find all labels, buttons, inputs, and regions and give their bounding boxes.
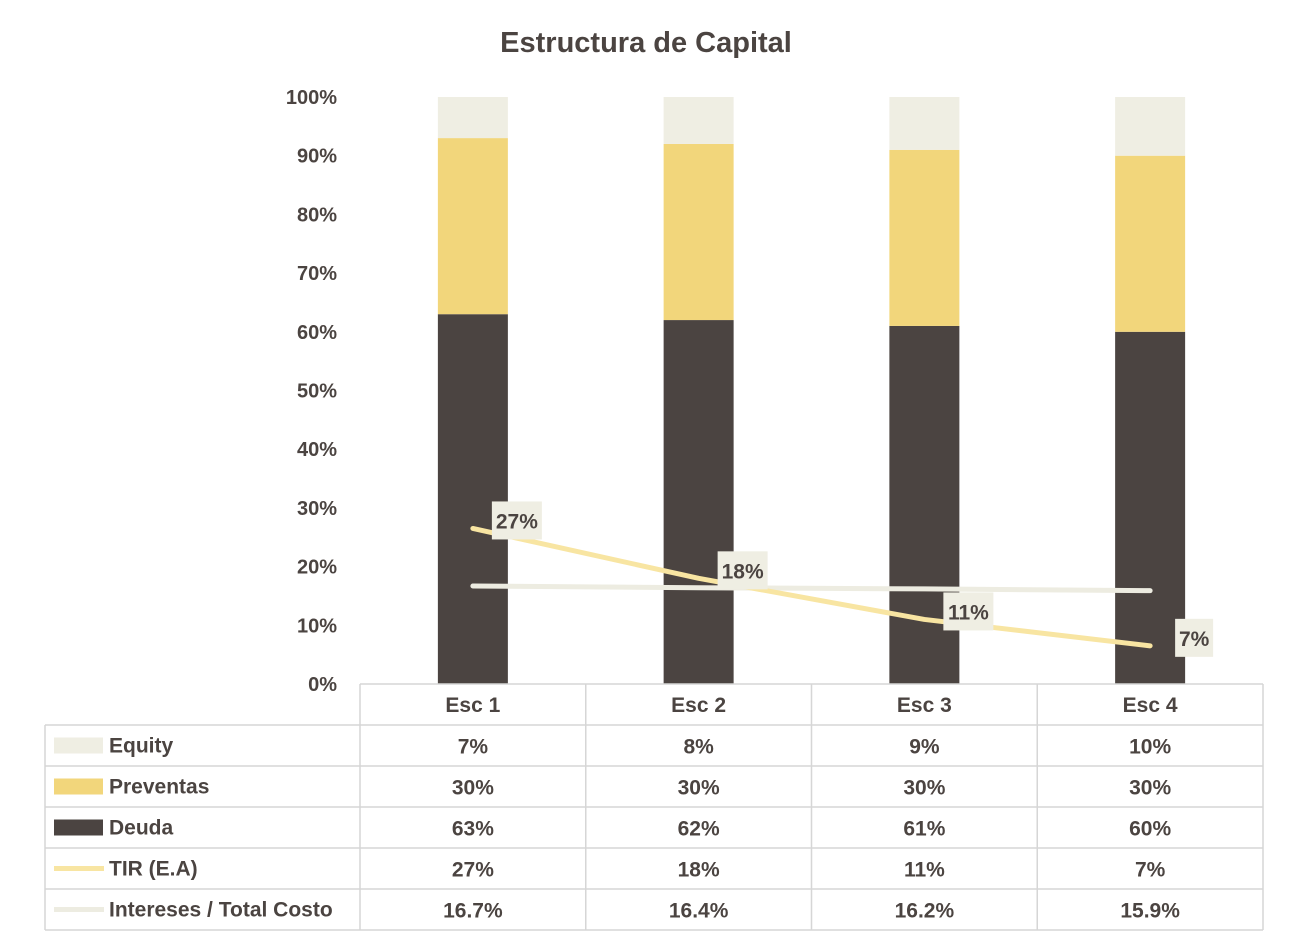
x-tick-label: Esc 4 (1123, 694, 1178, 717)
bar-equity (1115, 97, 1186, 156)
table-cell: 30% (1129, 777, 1171, 800)
line-data-label: 27% (491, 501, 542, 540)
table-cell: 16.4% (669, 900, 729, 923)
table-cell: 11% (904, 859, 945, 882)
legend-swatch-preventas (54, 778, 103, 795)
legend-label-intereses-total-costo: Intereses / Total Costo (109, 899, 333, 922)
table-cell: 61% (903, 818, 945, 841)
legend-label-tir-e-a-: TIR (E.A) (109, 858, 198, 881)
data-label-box (491, 501, 542, 540)
y-tick-label: 10% (297, 615, 337, 637)
legend-label-deuda: Deuda (109, 817, 174, 840)
y-tick-label: 70% (297, 263, 337, 285)
y-tick-label: 30% (297, 498, 337, 520)
bar-preventas (663, 143, 734, 321)
y-tick-label: 90% (297, 146, 337, 168)
legend-label-preventas: Preventas (109, 776, 209, 799)
data-label-box (717, 551, 768, 590)
bar-deuda (1115, 331, 1186, 684)
data-label-box (1175, 618, 1214, 657)
line-series: 27% 18% 11% 7% (470, 501, 1214, 657)
y-tick-label: 40% (297, 439, 337, 461)
table-cell: 27% (452, 859, 494, 882)
line-data-label: 11% (943, 592, 994, 631)
table-cell: 30% (452, 777, 494, 800)
table-cell: 8% (683, 736, 714, 759)
y-tick-label: 20% (297, 557, 337, 579)
bar-equity (663, 97, 734, 144)
legend-label-equity: Equity (109, 735, 173, 758)
bar-deuda (663, 320, 734, 684)
y-tick-label: 100% (286, 87, 337, 109)
bar-equity (437, 97, 508, 139)
table-cell: 30% (678, 777, 720, 800)
bar-preventas (437, 138, 508, 315)
line-data-label: 18% (717, 551, 768, 590)
bar-preventas (1115, 155, 1186, 332)
table-cell: 62% (678, 818, 720, 841)
table-cell: 18% (678, 859, 720, 882)
chart-title: Estructura de Capital (500, 27, 792, 59)
y-tick-label: 50% (297, 381, 337, 403)
legend-swatch-equity (54, 737, 103, 754)
table-cell: 16.2% (895, 900, 955, 923)
y-axis: 0% 10% 20% 30% 40% 50% 60% 70% 80% 90% 100% (286, 87, 337, 696)
data-label-text: 11% (948, 601, 989, 624)
table-cell: 63% (452, 818, 494, 841)
data-label-box (943, 592, 994, 631)
bar-preventas (889, 149, 960, 326)
table-cell: 9% (909, 736, 940, 759)
line-data-label: 7% (1175, 618, 1214, 657)
x-tick-label: Esc 3 (897, 694, 952, 717)
data-label-text: 7% (1179, 628, 1210, 651)
x-tick-label: Esc 1 (445, 694, 500, 717)
table-cell: 10% (1129, 736, 1171, 759)
bar-equity (889, 97, 960, 150)
line-tir-e-a- (470, 525, 1153, 649)
y-tick-label: 0% (308, 674, 337, 696)
table-cell: 7% (1135, 859, 1166, 882)
bars (437, 97, 1186, 684)
table-cell: 15.9% (1120, 900, 1180, 923)
y-tick-label: 80% (297, 204, 337, 226)
line-intereses-total-costo (470, 583, 1153, 594)
legend-swatch-deuda (54, 819, 103, 836)
y-tick-label: 60% (297, 322, 337, 344)
data-label-text: 18% (722, 560, 764, 583)
x-tick-label: Esc 2 (671, 694, 726, 717)
data-label-text: 27% (496, 510, 538, 533)
bar-deuda (437, 314, 508, 684)
table-cell: 60% (1129, 818, 1171, 841)
table-cell: 30% (903, 777, 945, 800)
table-cell: 16.7% (443, 900, 503, 923)
data-table: Esc 1 Esc 2 Esc 3 Esc 4 Equity 7% 8% 9% 10% Preve… (44, 683, 1264, 931)
table-cell: 7% (458, 736, 489, 759)
